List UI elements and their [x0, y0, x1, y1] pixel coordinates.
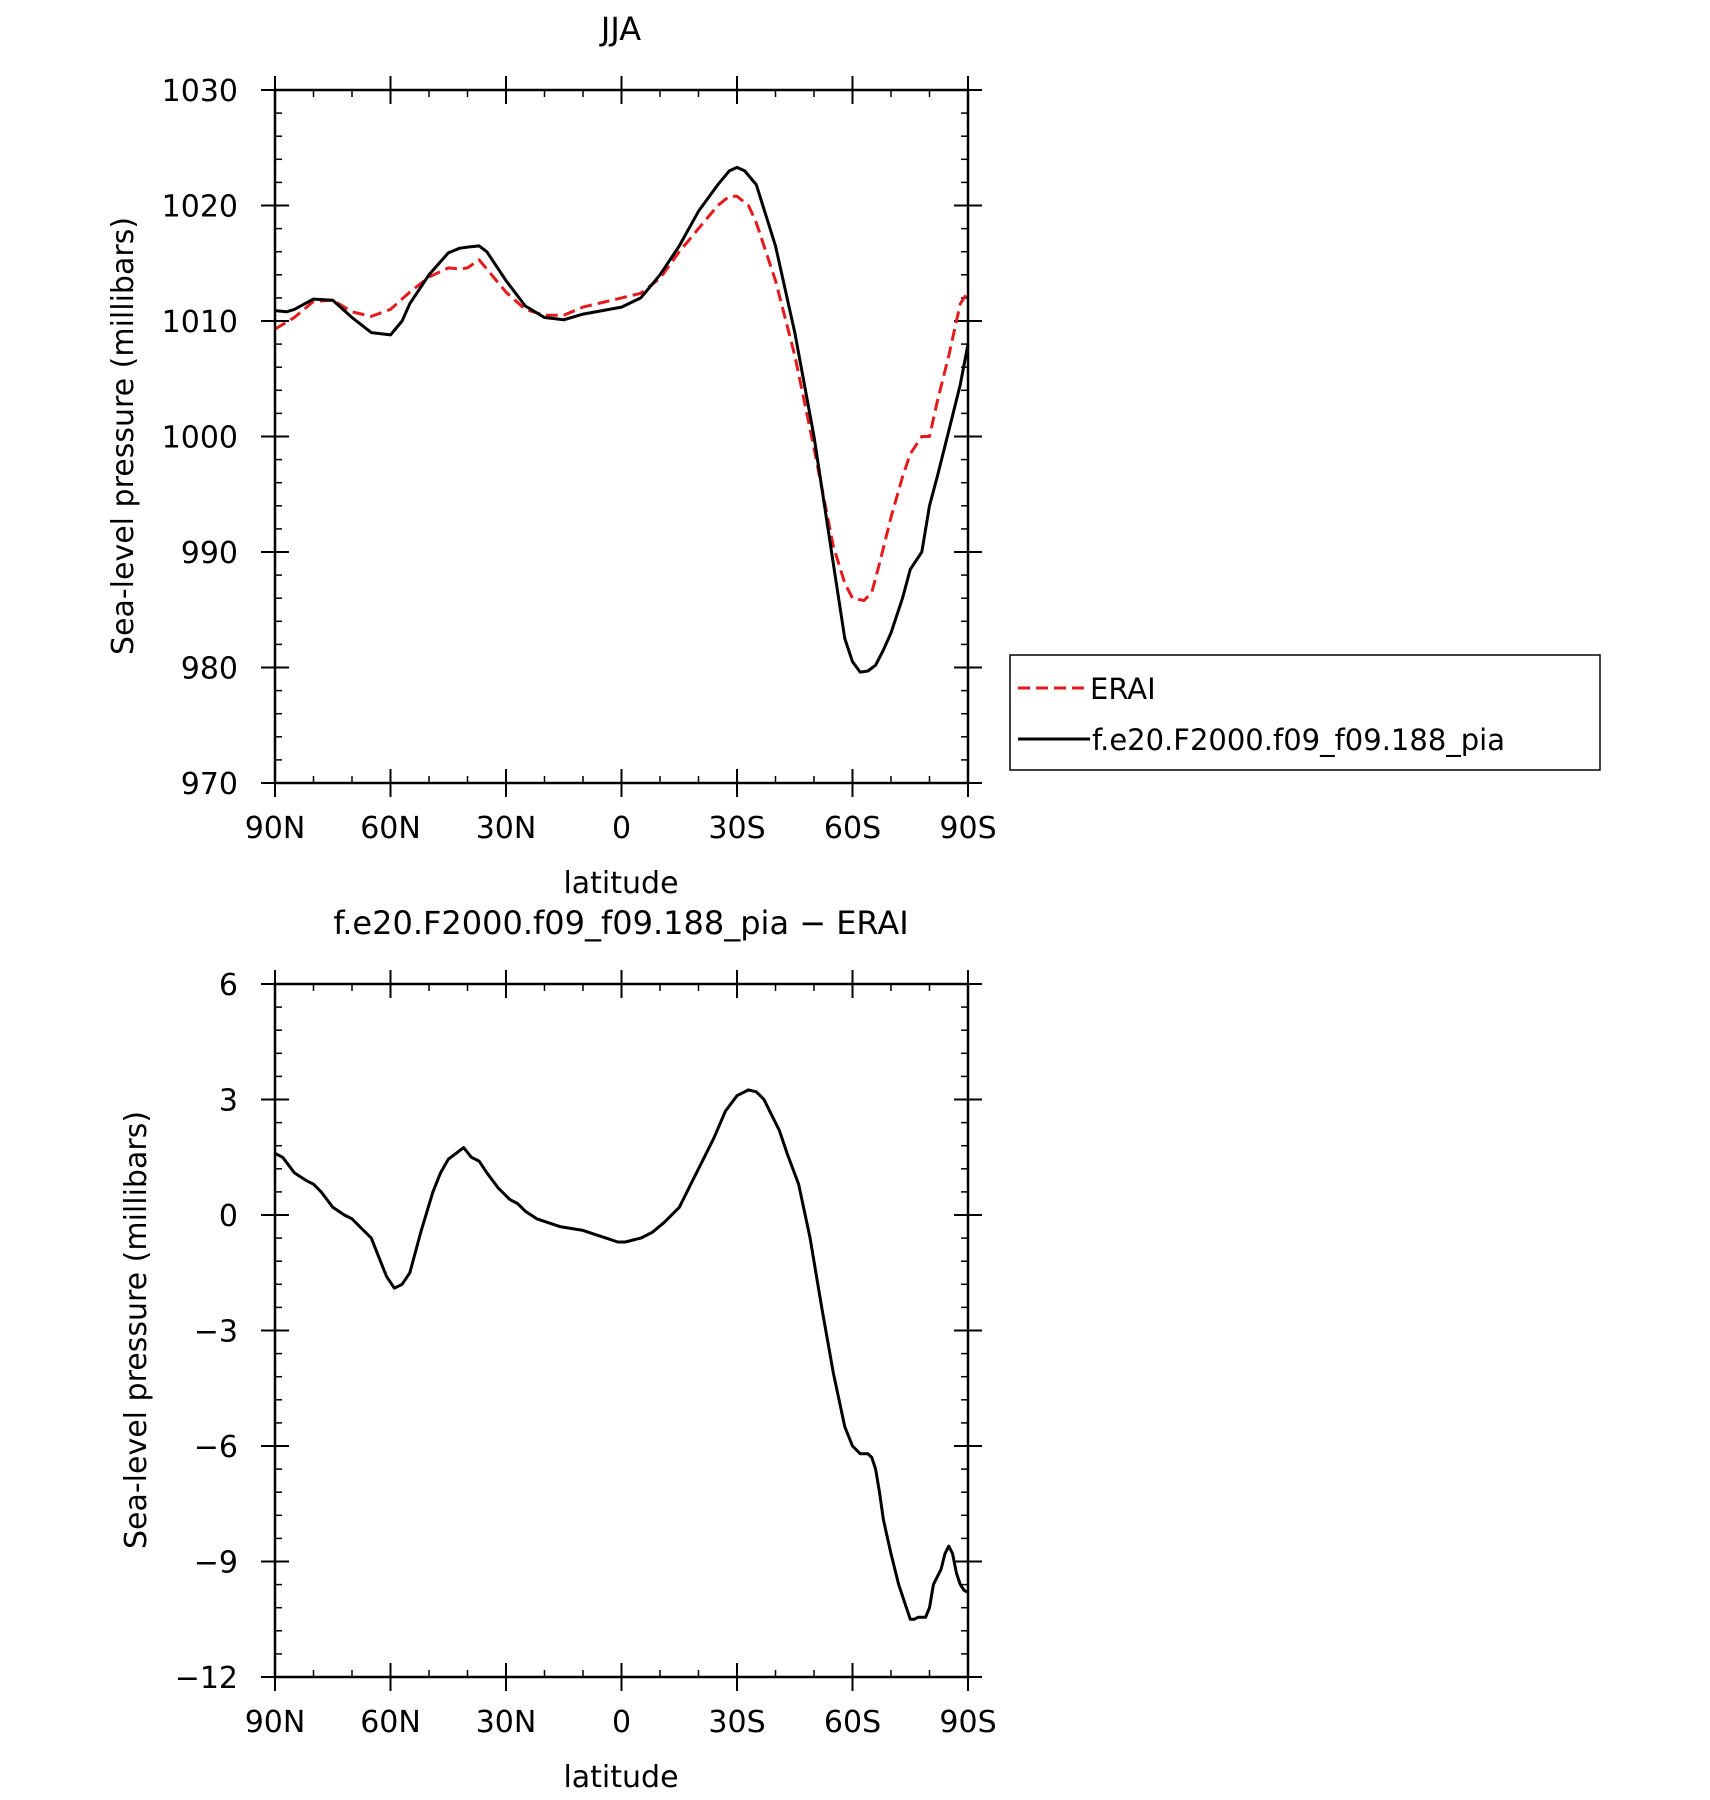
series-line-1	[274, 165, 970, 674]
y-tick-label: 6	[219, 968, 238, 1003]
y-tick-label: −9	[194, 1546, 238, 1581]
x-tick-label: 0	[612, 1705, 631, 1740]
y-tick-label: 0	[219, 1199, 238, 1234]
y-tick-label: 970	[181, 767, 238, 802]
legend-label-model: f.e20.F2000.f09_f09.188_pia	[1092, 723, 1505, 757]
x-tick-label: 30N	[476, 1705, 537, 1740]
y-tick-label: 1000	[162, 421, 238, 456]
y-tick-label: 1020	[162, 190, 238, 225]
y-tick-label: −12	[175, 1661, 238, 1696]
plot-area	[274, 1088, 969, 1621]
y-tick-label: 980	[181, 652, 238, 687]
legend-box	[1009, 654, 1601, 771]
x-tick-label: 60S	[824, 811, 881, 846]
x-tick-label: 60N	[360, 811, 421, 846]
panel-bottom: f.e20.F2000.f09_f09.188_pia − ERAI 90N 60…	[119, 904, 997, 1795]
x-tick-labels: 90N 60N 30N 0 30S 60S 90S	[245, 811, 997, 846]
y-tick-label: 1010	[162, 305, 238, 340]
x-tick-labels: 90N 60N 30N 0 30S 60S 90S	[245, 1705, 997, 1740]
x-axis-label: latitude	[563, 866, 678, 901]
x-axis-label: latitude	[563, 1760, 678, 1795]
tick-marks	[261, 76, 982, 797]
series-line-0	[274, 1088, 969, 1621]
chart-title: f.e20.F2000.f09_f09.188_pia − ERAI	[333, 904, 908, 942]
x-tick-label: 60N	[360, 1705, 421, 1740]
x-tick-label: 30S	[708, 1705, 765, 1740]
x-tick-label: 30S	[708, 811, 765, 846]
series-line-0	[274, 194, 970, 602]
x-tick-label: 60S	[824, 1705, 881, 1740]
y-tick-labels: 970 980 990 1000 1010 1020 1030	[162, 74, 238, 802]
y-tick-labels: −12 −9 −6 −3 0 3 6	[175, 968, 238, 1696]
x-tick-label: 90S	[939, 811, 996, 846]
tick-marks	[261, 970, 982, 1691]
y-axis-label: Sea-level pressure (millibars)	[119, 1111, 154, 1549]
plot-frame	[273, 88, 970, 785]
y-tick-label: −3	[194, 1315, 238, 1350]
legend-label-erai: ERAI	[1090, 672, 1156, 706]
plot-frame	[273, 982, 970, 1679]
plot-area	[274, 165, 970, 674]
legend: ERAI f.e20.F2000.f09_f09.188_pia	[1009, 654, 1601, 771]
panel-top: JJA 90N 60N 30N 0 30S 60S 90S 970 980 990 1000 101…	[106, 10, 1601, 901]
x-tick-label: 90N	[245, 1705, 306, 1740]
x-tick-label: 90N	[245, 811, 306, 846]
x-tick-label: 0	[612, 811, 631, 846]
chart-title: JJA	[599, 10, 641, 48]
y-tick-label: 1030	[162, 74, 238, 109]
x-tick-label: 30N	[476, 811, 537, 846]
y-tick-label: 990	[181, 536, 238, 571]
y-tick-label: −6	[194, 1430, 238, 1465]
y-tick-label: 3	[219, 1084, 238, 1119]
x-tick-label: 90S	[939, 1705, 996, 1740]
y-axis-label: Sea-level pressure (millibars)	[106, 217, 141, 655]
